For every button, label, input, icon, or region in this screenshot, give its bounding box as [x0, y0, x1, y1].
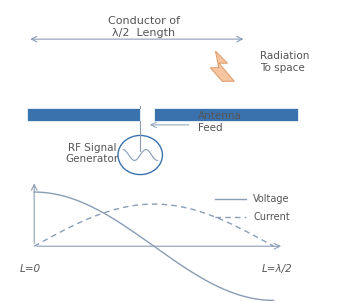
Text: Radiation
To space: Radiation To space	[260, 51, 309, 73]
FancyBboxPatch shape	[27, 107, 140, 121]
Text: Conductor of: Conductor of	[108, 16, 180, 26]
Text: L=0: L=0	[20, 264, 41, 274]
Text: Voltage: Voltage	[253, 194, 290, 204]
Text: λ/2  Length: λ/2 Length	[112, 28, 175, 38]
Polygon shape	[210, 51, 234, 81]
Text: Current: Current	[253, 212, 290, 222]
Text: RF Signal
Generator: RF Signal Generator	[66, 143, 119, 164]
FancyBboxPatch shape	[154, 107, 298, 121]
Text: L=λ/2: L=λ/2	[262, 264, 292, 274]
Text: Antenna
Feed: Antenna Feed	[198, 111, 242, 133]
